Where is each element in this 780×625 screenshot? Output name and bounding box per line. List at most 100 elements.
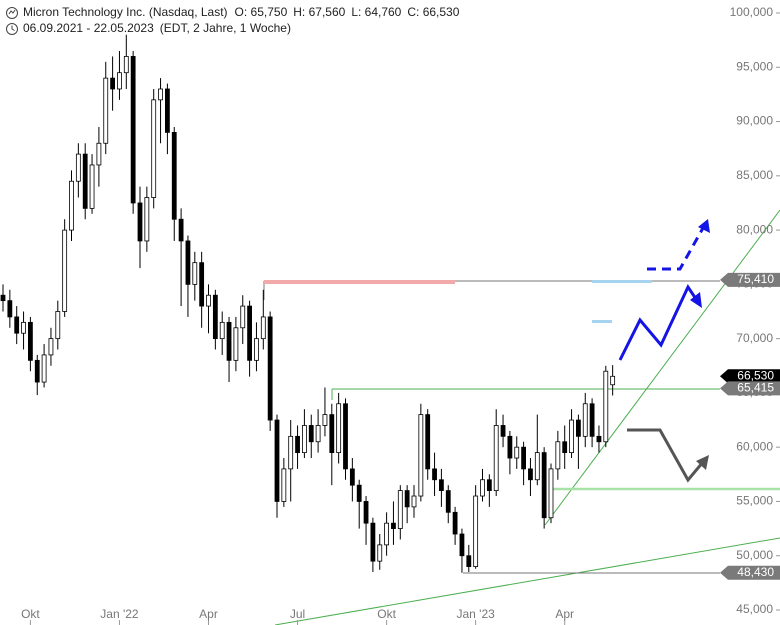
candle-body	[603, 370, 609, 443]
price-tag	[720, 272, 780, 287]
candle-body	[507, 435, 513, 459]
candle-body	[610, 375, 616, 386]
candle-body	[130, 56, 136, 204]
scenario-arrow	[627, 428, 705, 483]
x-tick-label: Apr	[199, 607, 218, 621]
candle-body	[240, 305, 246, 329]
candle-body	[7, 300, 13, 318]
scenario-arrow	[618, 283, 700, 361]
y-tick-label: 55,000	[736, 494, 773, 508]
candle-body	[528, 468, 533, 481]
resistance-zone	[264, 280, 455, 284]
candle-body	[445, 490, 451, 513]
target-mark	[592, 320, 612, 323]
candle-body	[411, 495, 417, 508]
trend-line	[544, 209, 780, 526]
candle-body	[247, 305, 253, 361]
range-note: (EDT, 2 Jahre, 1 Woche)	[160, 21, 291, 35]
price-tag	[720, 565, 780, 580]
candle-body	[151, 99, 157, 198]
candle-body	[363, 501, 369, 524]
candle-body	[377, 544, 383, 562]
ohlc-value: H: 67,560	[293, 5, 345, 19]
arrow-head	[698, 219, 710, 233]
candle-body	[356, 484, 362, 502]
candle-body	[569, 419, 574, 454]
x-tick-label: Apr	[555, 607, 574, 621]
y-tick-label: 80,000	[736, 222, 773, 236]
ohlc-value: L: 64,760	[351, 5, 401, 19]
candle-body	[199, 262, 205, 307]
candle-body	[144, 197, 150, 242]
candle-body	[397, 490, 403, 529]
candle-body	[34, 359, 40, 383]
candle-body	[480, 479, 485, 497]
candle-body	[370, 522, 376, 562]
price-tag	[720, 369, 780, 384]
candle-body	[308, 425, 314, 443]
y-tick-label: 85,000	[736, 168, 773, 182]
candle-body	[69, 180, 74, 231]
candle-body	[596, 435, 602, 443]
candle-body	[541, 452, 547, 519]
candle-body	[562, 441, 568, 454]
candle-body	[178, 218, 184, 242]
y-tick-label: 50,000	[736, 548, 773, 562]
candle-body	[27, 321, 33, 361]
candle-body	[404, 490, 410, 508]
candle-body	[281, 468, 287, 502]
candle-body	[212, 294, 218, 340]
price-tag	[720, 381, 780, 396]
candle-body	[123, 56, 129, 74]
x-tick-label: Okt	[21, 607, 40, 621]
trend-line	[274, 537, 780, 625]
candle-body	[336, 403, 342, 454]
candle-body	[521, 446, 526, 470]
candle-body	[288, 435, 294, 470]
header-icon	[8, 9, 16, 15]
candle-body	[62, 229, 68, 312]
x-tick-label: Jan '22	[100, 607, 139, 621]
candle-body	[260, 316, 266, 340]
candle-body	[418, 414, 424, 497]
candle-body	[226, 321, 232, 361]
ohlc-value: O: 65,750	[235, 5, 288, 19]
candle-body	[274, 419, 280, 502]
candle-body	[41, 354, 47, 383]
price-tag-label: 48,430	[737, 565, 774, 579]
arrow-head	[690, 292, 702, 308]
candle-body	[267, 316, 273, 421]
y-tick-label: 90,000	[736, 114, 773, 128]
candle-body	[89, 164, 95, 209]
clock-icon	[6, 23, 18, 35]
candle-body	[589, 403, 595, 437]
drawings	[263, 209, 780, 625]
candle-body	[329, 414, 335, 454]
candle-body	[21, 321, 26, 334]
candle-body	[206, 294, 211, 307]
candle-body	[75, 153, 81, 182]
candle-body	[432, 468, 437, 481]
candle-body	[349, 468, 355, 486]
candle-body	[171, 131, 177, 220]
candle-body	[295, 435, 300, 454]
x-tick-label: Jul	[290, 607, 305, 621]
candle-body	[192, 262, 198, 285]
price-tag-label: 65,415	[737, 381, 774, 395]
candle-body	[14, 316, 20, 334]
candle-body	[158, 88, 163, 101]
candle-body	[576, 419, 581, 437]
candle-body	[343, 403, 348, 470]
candle-body	[459, 533, 465, 557]
candle-body	[486, 479, 492, 491]
candle-body	[137, 202, 143, 242]
y-tick-label: 100,000	[730, 5, 774, 19]
candle-body	[438, 479, 444, 491]
candle-body	[96, 142, 102, 166]
candle-body	[500, 425, 506, 437]
header: Micron Technology Inc. (Nasdaq, Last) 06…	[6, 5, 291, 35]
candle-body	[233, 327, 239, 361]
candle-body	[82, 153, 88, 209]
